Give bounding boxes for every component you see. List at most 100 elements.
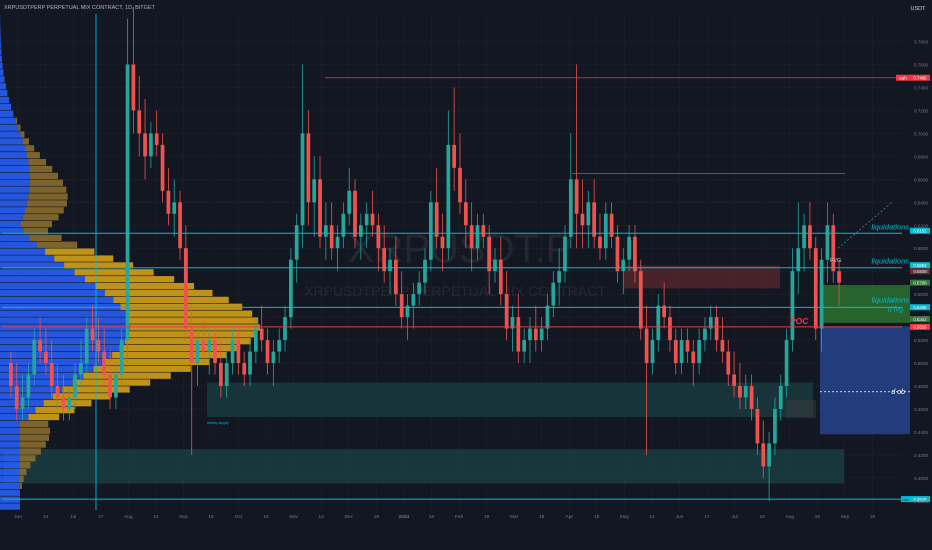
label-liquidations-2: liquidations: [871, 257, 909, 266]
volume-profile-bar-sell: [29, 172, 59, 180]
x-tick-label: 18: [208, 514, 214, 520]
label-fvg: FVG: [830, 258, 841, 264]
volume-profile-bar-sell: [18, 124, 21, 131]
candle-body: [679, 340, 684, 364]
candle-body: [84, 328, 89, 364]
volume-profile-bar-buy: [0, 448, 20, 455]
candle-body: [825, 225, 830, 260]
y-tick-label: 0.4200: [914, 453, 928, 458]
small-zone: [786, 399, 816, 419]
candle-body: [393, 259, 398, 295]
candle-body: [580, 213, 585, 226]
volume-profile-bar-sell: [29, 186, 67, 193]
volume-profile-bar-sell: [74, 269, 154, 276]
candle-body: [358, 225, 363, 237]
volume-profile-bar-sell: [29, 179, 63, 186]
label-dob: d ob: [891, 389, 905, 396]
candle-body: [364, 213, 369, 226]
candle-body: [568, 179, 573, 237]
price-tag-text: 0.6152: [913, 229, 927, 234]
candle-body: [271, 351, 276, 364]
volume-profile-bar-buy: [0, 503, 20, 510]
price-tag: [910, 304, 930, 311]
volume-profile-bar-buy: [0, 324, 130, 331]
candle-body: [837, 271, 841, 283]
price-tag-text: 0.5700: [913, 280, 927, 285]
volume-profile-bar-sell: [22, 214, 59, 221]
candle-body: [9, 363, 13, 386]
candle-body: [819, 259, 824, 329]
volume-profile-bar-buy: [0, 386, 63, 393]
supply-zone: [624, 265, 780, 289]
volume-profile-bar-sell: [28, 413, 60, 421]
volume-profile-bar-buy: [0, 289, 105, 297]
volume-profile-bar-sell: [54, 255, 114, 262]
levels: [2, 14, 910, 510]
candle-body: [446, 144, 451, 249]
candle-body: [90, 328, 95, 341]
candle-body: [154, 133, 159, 145]
x-axis[interactable]: Jun 14 Jul 17 Aug 14 Sep 18 Oct 16 Nov 14 Dec 18 2024 1…: [14, 514, 875, 520]
volume-profile-bar-buy: [0, 317, 130, 324]
candle-body: [440, 236, 445, 249]
x-tick-label: Aug: [124, 514, 133, 520]
candle-body: [114, 374, 118, 398]
volume-profile-bar-sell: [120, 303, 243, 310]
y-tick-label: 0.6400: [914, 200, 928, 205]
candle-body: [621, 259, 626, 272]
volume-profile-bar-sell: [35, 406, 75, 414]
volume-profile-bar-sell: [113, 296, 229, 304]
x-tick-label: Apr: [566, 514, 574, 520]
candle-body: [539, 328, 544, 341]
candle-body: [125, 64, 130, 341]
candle-body: [487, 236, 492, 272]
volume-profile-bar-buy: [0, 145, 26, 152]
volume-profile-bar-buy: [0, 379, 73, 386]
candle-body: [259, 328, 264, 341]
candle-body: [61, 397, 66, 409]
candle-body: [323, 225, 328, 237]
candle-body: [423, 259, 427, 283]
volume-profile-bar-buy: [0, 434, 20, 441]
volume-profile-bar-buy: [0, 138, 23, 145]
volume-profile-bar-buy: [0, 69, 4, 76]
candle-body: [341, 213, 346, 237]
candle-body: [172, 202, 177, 214]
annotations: liquidations liquidations liquidations d fv…: [207, 74, 930, 503]
candle-body: [738, 386, 742, 398]
label-poc: POC: [790, 316, 809, 326]
volume-profile-bar-sell: [104, 289, 213, 297]
volume-profile-bar-buy: [0, 413, 29, 421]
y-tick-label: 0.6200: [914, 223, 928, 228]
price-tag: [910, 268, 930, 275]
volume-profile-bar-buy: [0, 303, 121, 310]
candle-body: [574, 179, 579, 214]
volume-profile-bar-sell: [103, 358, 210, 366]
x-tick-label: Nov: [289, 514, 298, 520]
x-tick-label: 15: [594, 514, 600, 520]
volume-profile-bar-buy: [0, 427, 20, 434]
candle-body: [312, 179, 317, 203]
x-tick-label: 17: [98, 514, 104, 520]
candle-body: [219, 363, 223, 386]
volume-profile-bar-buy: [0, 276, 85, 283]
y-tick-label: 0.5000: [914, 361, 928, 366]
volume-profile-bar-sell: [20, 468, 27, 476]
x-tick-label: 15: [760, 514, 766, 520]
y-axis[interactable]: 0.3800 0.4000 0.4200 0.4400 0.4600 0.4800 0.50…: [914, 40, 928, 504]
candle-body: [808, 225, 812, 249]
volume-profile-bar-buy: [0, 48, 2, 56]
volume-profile-bar-buy: [0, 468, 20, 476]
volume-profile-bar-sell: [26, 152, 40, 159]
y-tick-label: 0.4000: [914, 476, 928, 481]
candle-body: [20, 397, 25, 409]
candle-body: [288, 259, 293, 318]
x-tick-label: Jun: [14, 514, 22, 520]
fvg-zone: [820, 284, 910, 323]
volume-profile-bar-buy: [0, 296, 114, 304]
x-tick-label: 14: [153, 514, 159, 520]
x-tick-label: Mar: [510, 514, 519, 520]
candle-body: [131, 64, 136, 111]
y-tick-label: 0.7000: [914, 131, 928, 136]
